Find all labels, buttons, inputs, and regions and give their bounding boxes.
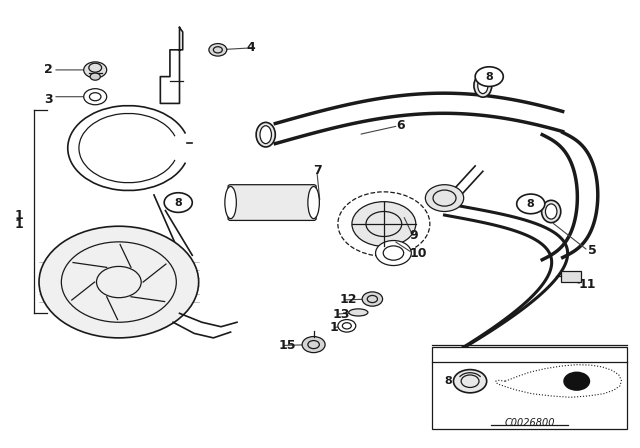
- Ellipse shape: [256, 122, 275, 147]
- Text: 2: 2: [44, 64, 53, 77]
- Text: 3: 3: [44, 93, 52, 106]
- Text: 6: 6: [397, 119, 405, 132]
- Circle shape: [564, 372, 589, 390]
- Text: 8: 8: [174, 198, 182, 207]
- Circle shape: [454, 370, 486, 393]
- Text: 1: 1: [15, 217, 24, 231]
- Ellipse shape: [545, 204, 557, 219]
- Circle shape: [362, 292, 383, 306]
- Text: 5: 5: [588, 244, 597, 257]
- FancyBboxPatch shape: [561, 271, 581, 282]
- Circle shape: [302, 336, 325, 353]
- Text: 10: 10: [410, 246, 427, 259]
- Circle shape: [90, 73, 100, 80]
- Ellipse shape: [260, 126, 271, 144]
- Text: 15: 15: [278, 339, 296, 352]
- FancyBboxPatch shape: [228, 185, 316, 220]
- Ellipse shape: [474, 74, 492, 97]
- Text: C0026800: C0026800: [504, 418, 555, 428]
- Circle shape: [338, 319, 356, 332]
- Text: 9: 9: [410, 228, 418, 241]
- Text: 4: 4: [246, 41, 255, 54]
- Text: 1: 1: [15, 209, 24, 222]
- Ellipse shape: [541, 200, 561, 223]
- Text: 7: 7: [314, 164, 323, 177]
- Text: 11: 11: [579, 278, 596, 291]
- Text: 8: 8: [527, 199, 534, 209]
- Ellipse shape: [225, 186, 236, 219]
- Circle shape: [475, 67, 503, 86]
- Text: 8: 8: [445, 376, 452, 386]
- Circle shape: [39, 226, 198, 338]
- Text: 12: 12: [339, 293, 356, 306]
- Circle shape: [84, 62, 107, 78]
- Ellipse shape: [308, 186, 319, 219]
- Text: 14: 14: [330, 321, 347, 334]
- Ellipse shape: [349, 309, 368, 316]
- Circle shape: [352, 202, 416, 246]
- Text: 8: 8: [485, 72, 493, 82]
- Circle shape: [426, 185, 464, 211]
- FancyBboxPatch shape: [432, 347, 627, 430]
- Circle shape: [516, 194, 545, 214]
- Circle shape: [164, 193, 192, 212]
- Circle shape: [84, 89, 107, 105]
- Circle shape: [376, 241, 412, 266]
- Ellipse shape: [477, 78, 488, 94]
- Text: 13: 13: [333, 308, 350, 321]
- Circle shape: [209, 43, 227, 56]
